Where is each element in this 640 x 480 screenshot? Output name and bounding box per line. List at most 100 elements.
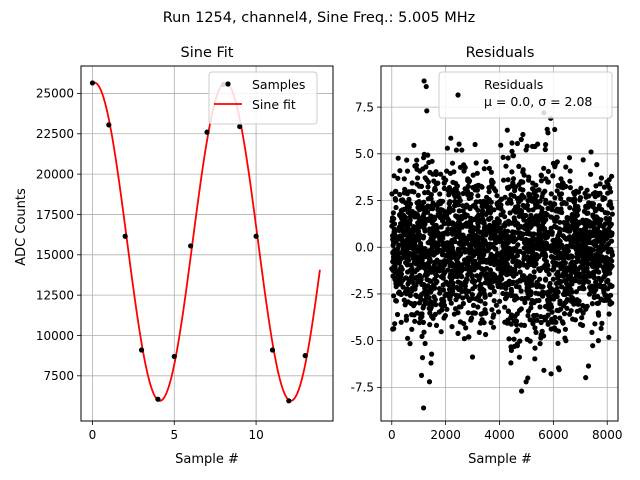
residual-point <box>450 254 457 260</box>
residual-point <box>505 155 511 161</box>
residual-point <box>469 295 475 301</box>
residual-point <box>509 169 515 175</box>
residual-point <box>504 256 510 262</box>
residual-point <box>408 267 414 273</box>
y-tick-label: 15000 <box>36 248 74 262</box>
sine-fit-grid <box>81 66 333 421</box>
residual-point <box>402 239 408 245</box>
residual-point <box>466 288 472 294</box>
residual-point <box>550 173 556 179</box>
residual-point <box>527 216 533 222</box>
residual-point <box>481 287 487 293</box>
residual-point <box>489 307 495 313</box>
residual-point <box>568 277 574 284</box>
residual-point <box>536 297 542 304</box>
residual-point <box>412 240 418 246</box>
residual-point <box>531 269 537 275</box>
residual-point <box>480 245 486 252</box>
residual-point <box>490 314 496 320</box>
residual-point <box>573 289 580 295</box>
residual-point <box>393 298 399 304</box>
residual-point <box>562 235 568 241</box>
residual-point <box>541 219 547 225</box>
residual-point <box>395 155 401 161</box>
residual-point <box>453 213 459 219</box>
residual-point <box>465 255 471 261</box>
residual-point <box>429 244 435 250</box>
residual-point <box>431 214 437 220</box>
residual-point <box>468 317 474 323</box>
residual-point <box>445 221 451 227</box>
residual-point <box>562 278 568 284</box>
residual-point <box>457 198 463 204</box>
residual-point <box>604 279 610 285</box>
residual-point <box>555 275 561 281</box>
sample-point <box>237 123 243 130</box>
residual-point <box>590 261 596 267</box>
residual-point <box>510 279 516 285</box>
residual-point <box>511 336 517 342</box>
residual-point <box>419 355 426 361</box>
residual-point <box>434 279 440 285</box>
sample-point <box>138 347 145 353</box>
residual-point <box>453 297 459 303</box>
sample-point <box>155 396 161 402</box>
residual-point <box>531 318 537 324</box>
residual-point <box>563 338 569 344</box>
residual-point <box>447 187 453 193</box>
residual-point <box>397 212 403 219</box>
residual-point <box>465 310 471 316</box>
residual-point <box>474 273 480 279</box>
residual-point <box>499 232 505 238</box>
residual-point <box>561 270 567 276</box>
residual-point <box>529 198 535 204</box>
residual-point <box>580 265 587 271</box>
residual-point <box>498 283 504 289</box>
residual-point <box>398 291 404 297</box>
residual-outlier-point <box>423 83 429 90</box>
residual-point <box>479 208 486 214</box>
residual-point <box>446 206 452 212</box>
residual-point <box>449 231 456 237</box>
residuals-legend-label: Residuals <box>484 77 543 92</box>
y-tick-label: 20000 <box>36 167 74 181</box>
residual-point <box>505 177 511 183</box>
residual-point <box>534 221 540 227</box>
residual-point <box>433 322 440 328</box>
residual-point <box>553 327 559 333</box>
residual-point <box>469 292 475 298</box>
residual-point <box>471 278 477 284</box>
residual-point <box>441 185 447 191</box>
residual-point <box>437 290 443 296</box>
residual-point <box>391 173 397 179</box>
residual-point <box>509 148 515 154</box>
residual-point <box>562 300 568 306</box>
residual-point <box>420 206 426 212</box>
residual-point <box>559 180 566 186</box>
residual-point <box>531 300 537 306</box>
residual-point <box>528 280 535 286</box>
residual-point <box>417 315 424 321</box>
residual-point <box>545 130 551 136</box>
residual-point <box>445 267 451 273</box>
residual-point <box>572 299 578 305</box>
residual-point <box>473 199 479 205</box>
residual-point <box>402 302 408 308</box>
residual-point <box>537 304 543 310</box>
residual-point <box>545 205 551 211</box>
residual-point <box>550 276 556 282</box>
residual-point <box>571 221 577 227</box>
residual-point <box>415 232 421 239</box>
residual-point <box>564 244 570 250</box>
residual-point <box>401 213 407 219</box>
residual-point <box>514 140 521 147</box>
residual-point <box>446 200 453 206</box>
sine-fit-title: Sine Fit <box>181 45 234 61</box>
residual-point <box>438 171 444 177</box>
residual-point <box>428 304 434 310</box>
residual-point <box>455 310 461 316</box>
residual-point <box>545 168 552 174</box>
residual-point <box>461 168 467 174</box>
residual-point <box>567 178 573 184</box>
residual-point <box>485 216 492 222</box>
